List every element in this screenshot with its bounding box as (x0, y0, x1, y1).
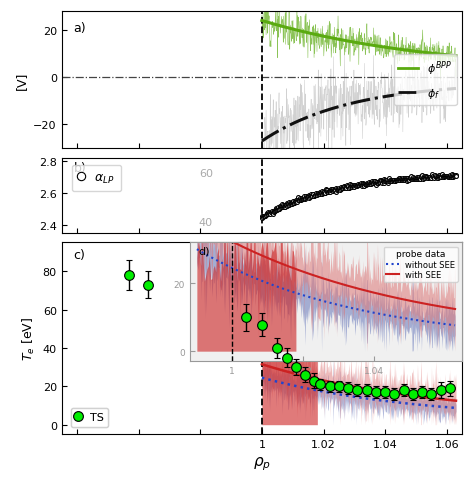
Y-axis label: [V]: [V] (15, 71, 27, 90)
Legend: $\alpha_{LP}$: $\alpha_{LP}$ (72, 165, 121, 192)
Text: 40: 40 (199, 217, 213, 227)
Y-axis label: $T_e$ [eV]: $T_e$ [eV] (21, 316, 37, 361)
Legend: TS: TS (71, 408, 109, 427)
Text: c): c) (73, 249, 85, 262)
Legend: $\phi^{BPP}$, $\phi_f$: $\phi^{BPP}$, $\phi_f$ (394, 55, 456, 106)
Text: a): a) (73, 22, 86, 35)
Text: b): b) (73, 162, 86, 175)
Text: 60: 60 (199, 168, 213, 178)
X-axis label: $\rho_p$: $\rho_p$ (253, 455, 271, 472)
